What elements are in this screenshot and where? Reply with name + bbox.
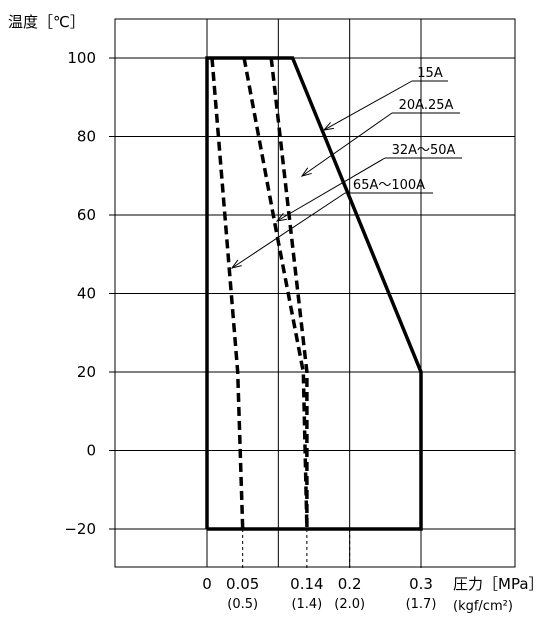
- y-tick-label: 100: [67, 49, 96, 67]
- x-tick-label: 0.14: [290, 575, 323, 593]
- y-tick-label: 20: [77, 363, 96, 381]
- y-tick-label: −20: [64, 520, 96, 538]
- y-tick-label: 40: [77, 285, 96, 303]
- callout-leader: [276, 157, 386, 222]
- callout-arrowhead: [275, 212, 287, 222]
- x-tick-sublabel: (1.4): [291, 597, 322, 612]
- x-tick-label: 0.05: [226, 575, 259, 593]
- x-tick-labels: 0 0.05 (0.5) 0.14 (1.4) 0.2 (2.0) 0.3 (1.7): [202, 575, 436, 612]
- grid-lines: [109, 19, 515, 570]
- series-label: 15A: [417, 66, 443, 81]
- callout-leader: [323, 80, 413, 131]
- series-label: 32A～50A: [392, 143, 456, 158]
- series-callouts: 15A 20A.25A 32A～50A 65A～100A: [230, 66, 462, 269]
- x-tick-label: 0: [202, 575, 212, 593]
- series-lines: [205, 56, 423, 531]
- x-tick-label: 0.3: [409, 575, 433, 593]
- y-tick-label: 0: [86, 442, 96, 460]
- x-tick-sublabel: (2.0): [334, 597, 365, 612]
- callout-leader: [231, 192, 346, 269]
- y-tick-label: 80: [77, 128, 96, 146]
- y-tick-labels: −20 0 20 40 60 80 100: [64, 49, 96, 538]
- y-tick-label: 60: [77, 206, 96, 224]
- callout-leader: [301, 112, 393, 177]
- series-line: [205, 56, 423, 531]
- series-label: 65A～100A: [353, 178, 425, 193]
- callout-arrowhead: [300, 167, 312, 177]
- callout-arrowhead: [230, 259, 242, 269]
- x-axis-unit-label: (kgf/cm²): [453, 599, 513, 614]
- x-tick-sublabel: (1.7): [406, 597, 437, 612]
- x-tick-sublabel: (0.5): [227, 597, 258, 612]
- x-axis-label: 圧力［MPa］: [453, 575, 544, 593]
- y-axis-label: 温度［℃］: [8, 13, 85, 31]
- series-line: [210, 57, 245, 530]
- series-label: 20A.25A: [399, 98, 454, 113]
- series-line: [242, 57, 309, 530]
- x-tick-label: 0.2: [338, 575, 362, 593]
- callout-arrowhead: [322, 122, 334, 131]
